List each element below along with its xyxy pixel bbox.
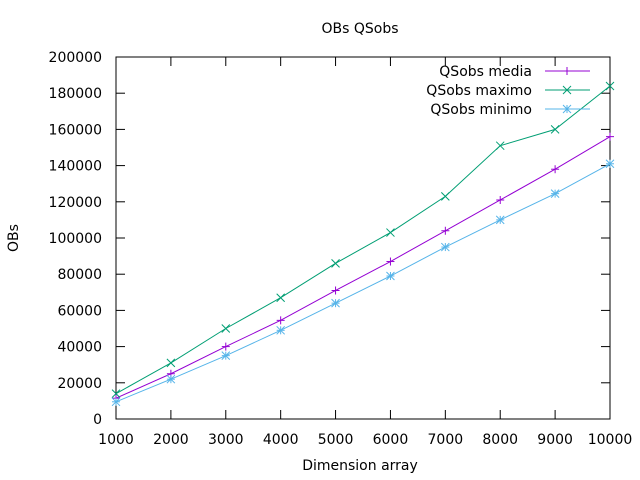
series-0	[112, 132, 614, 403]
data-point	[276, 325, 286, 335]
y-tick-label: 40000	[57, 340, 102, 356]
x-tick-label: 2000	[153, 432, 189, 448]
data-point	[550, 125, 560, 134]
x-tick-label: 7000	[428, 432, 464, 448]
data-point	[550, 189, 560, 199]
y-tick-label: 160000	[49, 122, 102, 138]
series-line	[115, 85, 611, 395]
data-point	[606, 132, 614, 141]
legend-marker	[563, 67, 571, 75]
series-2	[111, 159, 615, 407]
data-point	[495, 215, 505, 225]
y-tick-label: 180000	[49, 86, 102, 102]
data-point	[605, 159, 615, 169]
y-axis-ticks: 0 20000 40000 60000 80000 100000 120000 140000 1…	[49, 50, 610, 428]
data-point	[221, 342, 230, 351]
data-point	[111, 389, 121, 399]
data-point	[496, 195, 505, 204]
x-tick-label: 6000	[373, 432, 409, 448]
y-tick-label: 60000	[57, 303, 102, 319]
series-line	[115, 136, 611, 399]
x-tick-label: 3000	[208, 432, 244, 448]
y-tick-label: 20000	[57, 376, 102, 392]
data-point	[495, 141, 505, 151]
data-point	[331, 298, 340, 308]
legend: QSobs media QSobs maximo QSobs minimo	[426, 64, 590, 118]
x-tick-label: 9000	[537, 432, 573, 448]
chart-title: OBs QSobs	[321, 21, 398, 37]
data-point	[221, 324, 231, 333]
legend-label: QSobs maximo	[426, 83, 532, 99]
x-tick-label: 8000	[482, 432, 518, 448]
x-tick-label: 4000	[263, 432, 299, 448]
data-point	[331, 258, 340, 268]
data-point	[605, 81, 615, 91]
y-tick-label: 100000	[49, 231, 102, 247]
legend-label: QSobs minimo	[430, 102, 532, 118]
legend-label: QSobs media	[439, 64, 532, 80]
data-point	[440, 242, 450, 252]
y-tick-label: 80000	[57, 267, 102, 283]
legend-marker	[562, 85, 572, 95]
data-point	[440, 192, 450, 201]
y-tick-label: 120000	[49, 195, 102, 211]
legend-item: QSobs maximo	[426, 83, 590, 99]
data-point	[551, 165, 560, 174]
data-point	[276, 316, 285, 325]
data-point	[166, 374, 176, 384]
x-axis-label: Dimension array	[302, 458, 418, 474]
data-point	[221, 351, 231, 361]
data-point	[331, 286, 340, 295]
x-tick-label: 10000	[588, 432, 633, 448]
y-tick-label: 0	[93, 412, 102, 428]
x-tick-label: 1000	[98, 432, 134, 448]
x-axis-ticks: 1000 2000 3000 4000 5000 6000 7000 8000 9000 1000…	[98, 57, 632, 448]
x-tick-label: 5000	[318, 432, 354, 448]
y-tick-label: 200000	[49, 50, 102, 66]
data-point	[386, 228, 395, 237]
legend-item: QSobs minimo	[430, 102, 590, 118]
series-line	[115, 163, 611, 403]
data-point	[166, 358, 176, 368]
series-1	[111, 81, 615, 399]
legend-marker	[562, 104, 572, 114]
data-point	[276, 293, 286, 303]
legend-item: QSobs media	[439, 64, 590, 80]
data-point	[111, 397, 121, 407]
y-axis-label: OBs	[6, 224, 22, 252]
plot-frame	[115, 56, 611, 420]
data-point	[386, 257, 395, 266]
data-point	[386, 271, 395, 281]
series-layer	[111, 81, 615, 407]
y-tick-label: 140000	[49, 159, 102, 175]
data-point	[441, 226, 450, 235]
